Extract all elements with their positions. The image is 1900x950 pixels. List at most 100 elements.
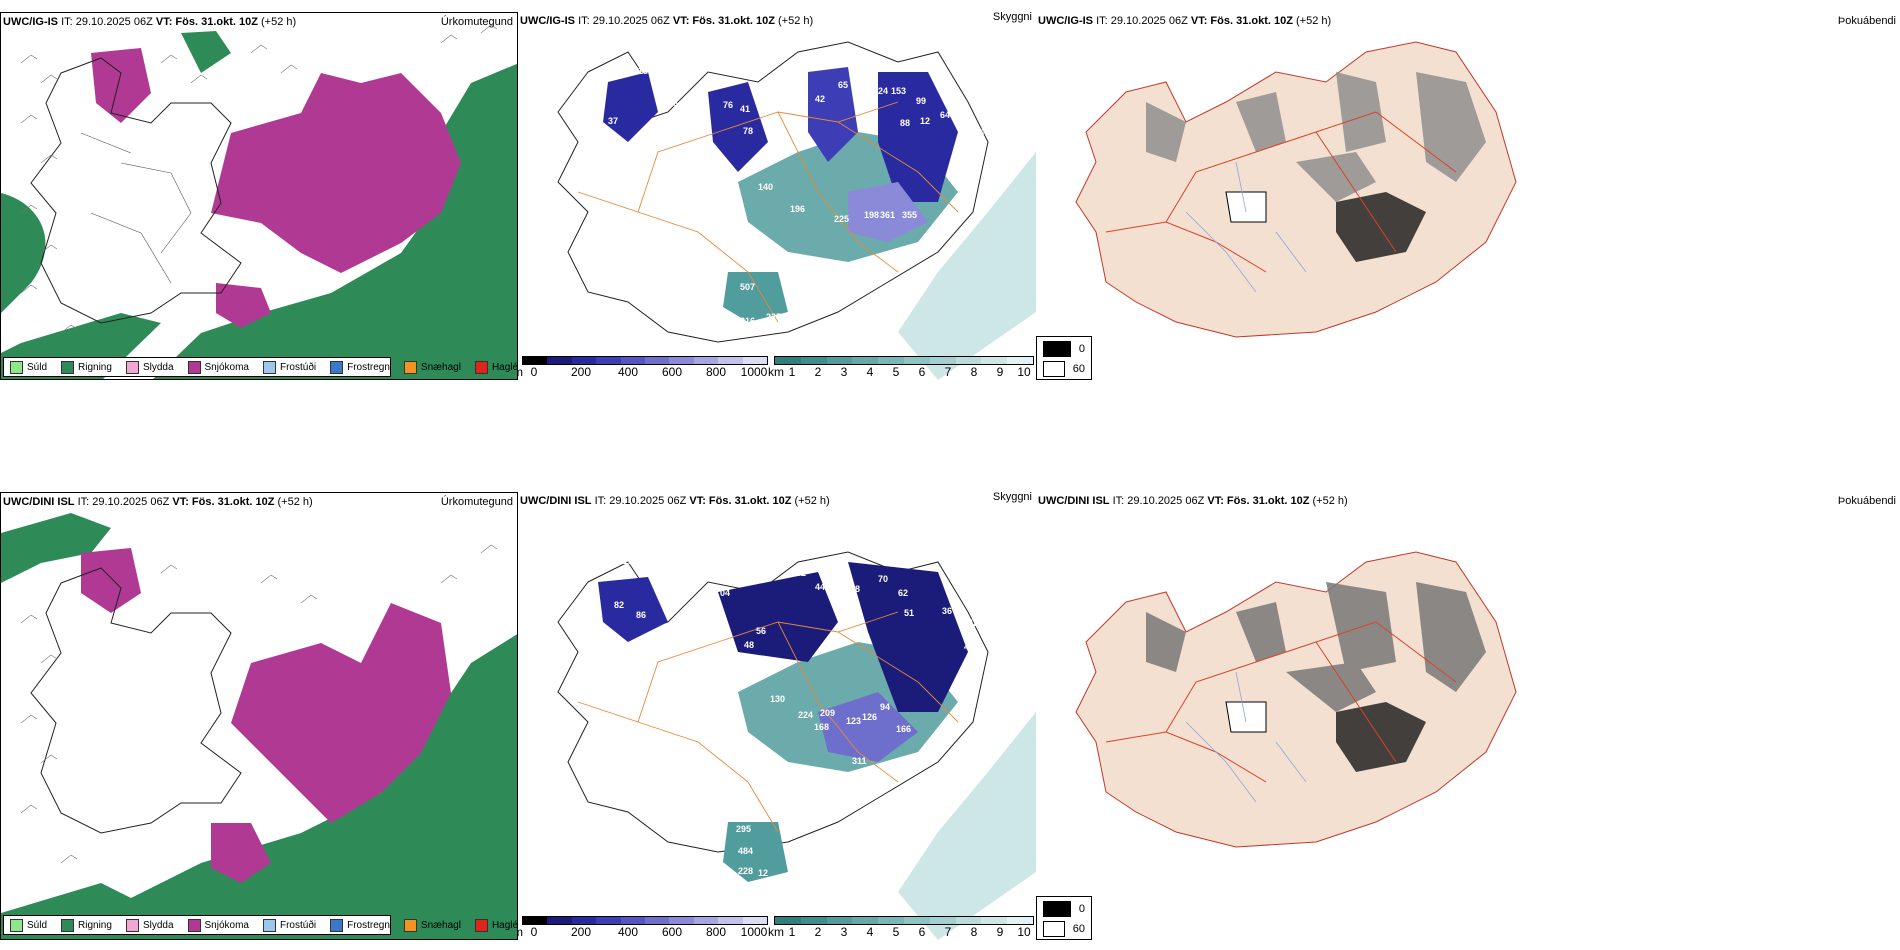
ceiling-value-labels-top: 191 18 97 68 37 76 41 78 51 50 42 65 124… (608, 66, 986, 326)
svg-text:225: 225 (766, 312, 781, 322)
svg-text:41: 41 (740, 104, 750, 114)
svg-text:51: 51 (904, 608, 914, 618)
svg-text:166: 166 (896, 724, 911, 734)
legend-item: Haglél (474, 360, 517, 374)
legend-item: Snæhagl (403, 918, 461, 932)
svg-text:196: 196 (790, 204, 805, 214)
svg-text:153: 153 (891, 86, 906, 96)
scale-tick: 200 (570, 365, 592, 379)
model-name: UWC/IG-IS (520, 15, 575, 27)
cover-legend: 0 60 (1036, 896, 1092, 940)
legend-item: Snjókoma (187, 918, 249, 932)
lead-time: (+52 h) (277, 496, 313, 508)
scale-tick: 400 (617, 925, 639, 939)
model-name: UWC/DINI ISL (1038, 495, 1110, 507)
init-time: IT: 29.10.2025 06Z (77, 496, 170, 508)
svg-text:82: 82 (614, 600, 624, 610)
fog-map-top (1075, 12, 1900, 380)
legend-item: Súld (10, 918, 47, 932)
legend-item: Rigning (61, 918, 112, 932)
scale-tick: 1 (788, 365, 796, 379)
precip-type-panel-top: UWC/IG-IS IT: 29.10.2025 06Z VT: Fös. 31… (0, 12, 518, 380)
panel-title: Úrkomutegund (440, 16, 513, 28)
scale-tick: 7 (944, 365, 952, 379)
scale-tick: 2 (814, 925, 822, 939)
svg-text:78: 78 (743, 126, 753, 136)
svg-text:42: 42 (968, 618, 978, 628)
init-time: IT: 29.10.2025 06Z (61, 16, 153, 28)
svg-text:123: 123 (846, 716, 861, 726)
scale-tick: 5 (892, 925, 900, 939)
cover-legend-item: 60 (1043, 361, 1085, 377)
svg-text:12: 12 (758, 868, 768, 878)
svg-text:37: 37 (608, 116, 618, 126)
svg-text:18: 18 (638, 66, 648, 76)
legend-item: Haglél (474, 918, 517, 932)
legend-item: Frostregn (330, 918, 390, 932)
scale-tick: 6 (918, 365, 926, 379)
svg-text:65: 65 (838, 80, 848, 90)
legend-item: Frostregn (330, 360, 390, 374)
valid-prefix: VT: (172, 496, 189, 508)
legend-item: Frostúði (262, 360, 316, 374)
svg-text:484: 484 (738, 846, 753, 856)
cover-legend: 0 60 (1036, 336, 1092, 380)
model-name: UWC/DINI ISL (3, 496, 75, 508)
svg-text:225: 225 (834, 214, 849, 224)
panel-title: Skyggni (992, 12, 1032, 23)
svg-text:94: 94 (880, 702, 890, 712)
visibility-unit: km (768, 925, 784, 939)
svg-text:156: 156 (623, 556, 638, 566)
scale-tick: 9 (996, 925, 1004, 939)
svg-text:163: 163 (866, 266, 881, 276)
precip-map-bottom (1, 513, 517, 939)
panel-title: Úrkomutegund (440, 496, 513, 508)
scale-tick: 0 (530, 925, 538, 939)
fog-index-panel-top: UWC/IG-IS IT: 29.10.2025 06Z VT: Fös. 31… (1036, 12, 1900, 380)
svg-text:295: 295 (736, 824, 751, 834)
valid-time: Fös. 31.okt. 10Z (708, 495, 792, 507)
scale-tick: 600 (661, 365, 683, 379)
svg-text:40: 40 (964, 642, 974, 652)
scale-tick: 6 (918, 925, 926, 939)
svg-text:140: 140 (758, 182, 773, 192)
svg-text:228: 228 (738, 866, 753, 876)
svg-text:355: 355 (902, 210, 917, 220)
visibility-unit: km (768, 365, 784, 379)
svg-text:78: 78 (662, 582, 672, 592)
precip-legend: Súld Rigning Slydda Snjókoma Frostúði Fr… (3, 915, 517, 935)
lead-time: (+52 h) (794, 495, 830, 507)
scale-tick: 8 (970, 365, 978, 379)
visibility-scale: km 1 2 3 4 5 6 7 8 9 10 (768, 916, 1034, 939)
valid-time: Fös. 31.okt. 10Z (175, 16, 258, 28)
scale-tick: 200 (570, 925, 592, 939)
ceiling-unit: m (518, 925, 523, 939)
valid-time: Fös. 31.okt. 10Z (1226, 495, 1310, 507)
model-name: UWC/DINI ISL (520, 495, 592, 507)
scale-tick: 400 (617, 365, 639, 379)
svg-text:65: 65 (706, 672, 716, 682)
svg-text:64: 64 (940, 110, 950, 120)
svg-text:137: 137 (704, 186, 719, 196)
svg-text:130: 130 (770, 694, 785, 704)
svg-text:70: 70 (878, 574, 888, 584)
init-time: IT: 29.10.2025 06Z (578, 15, 670, 27)
svg-text:12: 12 (920, 116, 930, 126)
scale-tick: 0 (530, 365, 538, 379)
scale-tick: 4 (866, 925, 874, 939)
svg-text:50: 50 (796, 84, 806, 94)
scale-tick: 7 (944, 925, 952, 939)
cover-legend-item: 0 (1043, 901, 1085, 917)
lead-time: (+52 h) (1312, 495, 1348, 507)
panel-header: UWC/DINI ISL IT: 29.10.2025 06Z VT: Fös.… (3, 496, 313, 508)
panel-header: UWC/IG-IS IT: 29.10.2025 06Z VT: Fös. 31… (1038, 15, 1331, 27)
svg-text:168: 168 (814, 722, 829, 732)
valid-prefix: VT: (1207, 495, 1224, 507)
panel-header: UWC/IG-IS IT: 29.10.2025 06Z VT: Fös. 31… (3, 16, 296, 28)
precip-type-panel-bottom: UWC/DINI ISL IT: 29.10.2025 06Z VT: Fös.… (0, 492, 518, 940)
panel-header: UWC/IG-IS IT: 29.10.2025 06Z VT: Fös. 31… (520, 15, 813, 27)
svg-text:76: 76 (723, 100, 733, 110)
svg-text:224: 224 (798, 710, 813, 720)
ceiling-visibility-panel-bottom: 11 156 98 78 82 86 04 52 44 53 88 70 62 … (518, 492, 1036, 940)
legend-item: Snæhagl (403, 360, 461, 374)
